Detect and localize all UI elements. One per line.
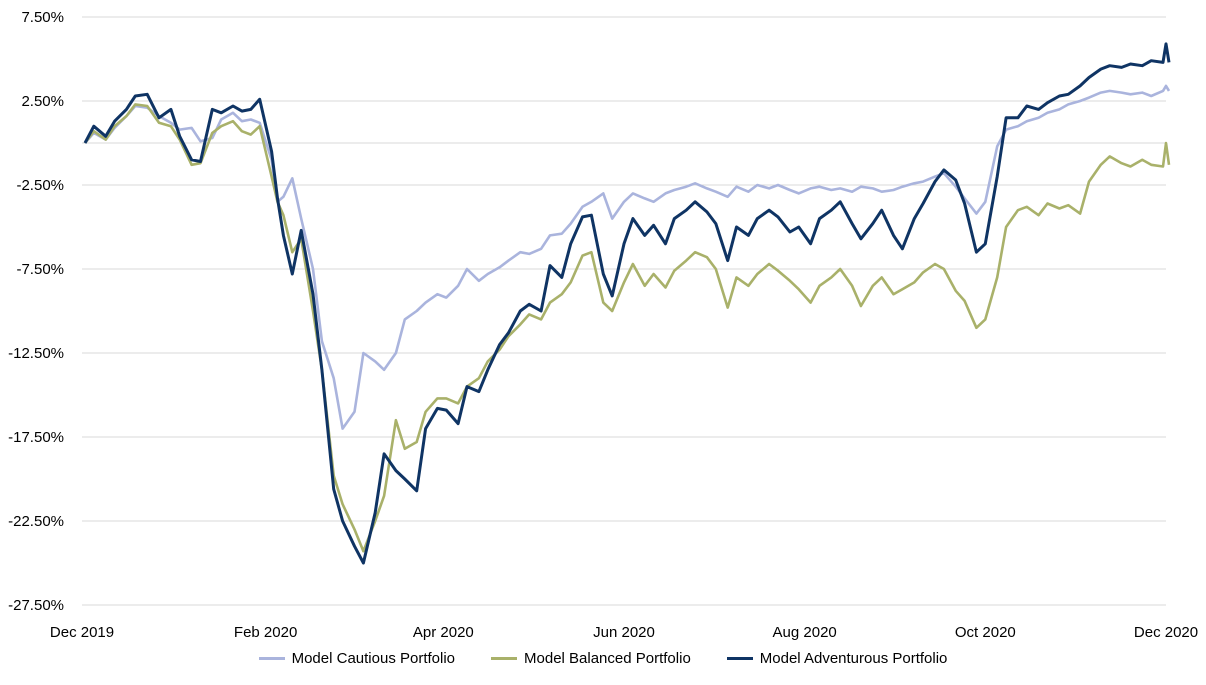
x-tick-label: Dec 2019 — [50, 624, 114, 641]
legend-swatch — [491, 657, 518, 660]
x-tick-label: Apr 2020 — [413, 624, 474, 641]
x-tick-label: Jun 2020 — [593, 624, 655, 641]
y-tick-label: -22.50% — [8, 513, 64, 530]
y-tick-label: -27.50% — [8, 597, 64, 614]
legend-item: Model Balanced Portfolio — [491, 650, 691, 667]
legend-item: Model Adventurous Portfolio — [726, 650, 948, 667]
legend-label: Model Cautious Portfolio — [291, 650, 456, 667]
y-axis-tick-labels: 7.50% 2.50% -2.50% -7.50% -12.50% -17.50% -22.… — [8, 9, 64, 614]
x-axis-tick-labels: Dec 2019 Feb 2020 Apr 2020 Jun 2020 Aug 2020… — [50, 624, 1198, 641]
legend-label: Model Adventurous Portfolio — [759, 650, 948, 667]
x-tick-label: Aug 2020 — [773, 624, 837, 641]
grid-lines — [82, 16, 1166, 606]
y-tick-label: -12.50% — [8, 345, 64, 362]
y-tick-label: -17.50% — [8, 429, 64, 446]
y-tick-label: 2.50% — [21, 93, 64, 110]
y-tick-label: -7.50% — [16, 261, 64, 278]
y-tick-label: 7.50% — [21, 9, 64, 26]
series-lines — [83, 42, 1171, 565]
legend-swatch — [258, 657, 285, 660]
legend-label: Model Balanced Portfolio — [524, 650, 691, 667]
x-tick-label: Oct 2020 — [955, 624, 1016, 641]
legend-item: Model Cautious Portfolio — [258, 650, 456, 667]
y-tick-label: -2.50% — [16, 177, 64, 194]
series-line-3 — [83, 42, 1171, 565]
series-line-2 — [83, 103, 1171, 553]
legend-swatch — [726, 657, 753, 660]
series-line-1 — [84, 84, 1171, 430]
legend: Model Cautious Portfolio Model Balanced P… — [0, 650, 1206, 667]
x-tick-label: Feb 2020 — [234, 624, 297, 641]
x-tick-label: Dec 2020 — [1134, 624, 1198, 641]
